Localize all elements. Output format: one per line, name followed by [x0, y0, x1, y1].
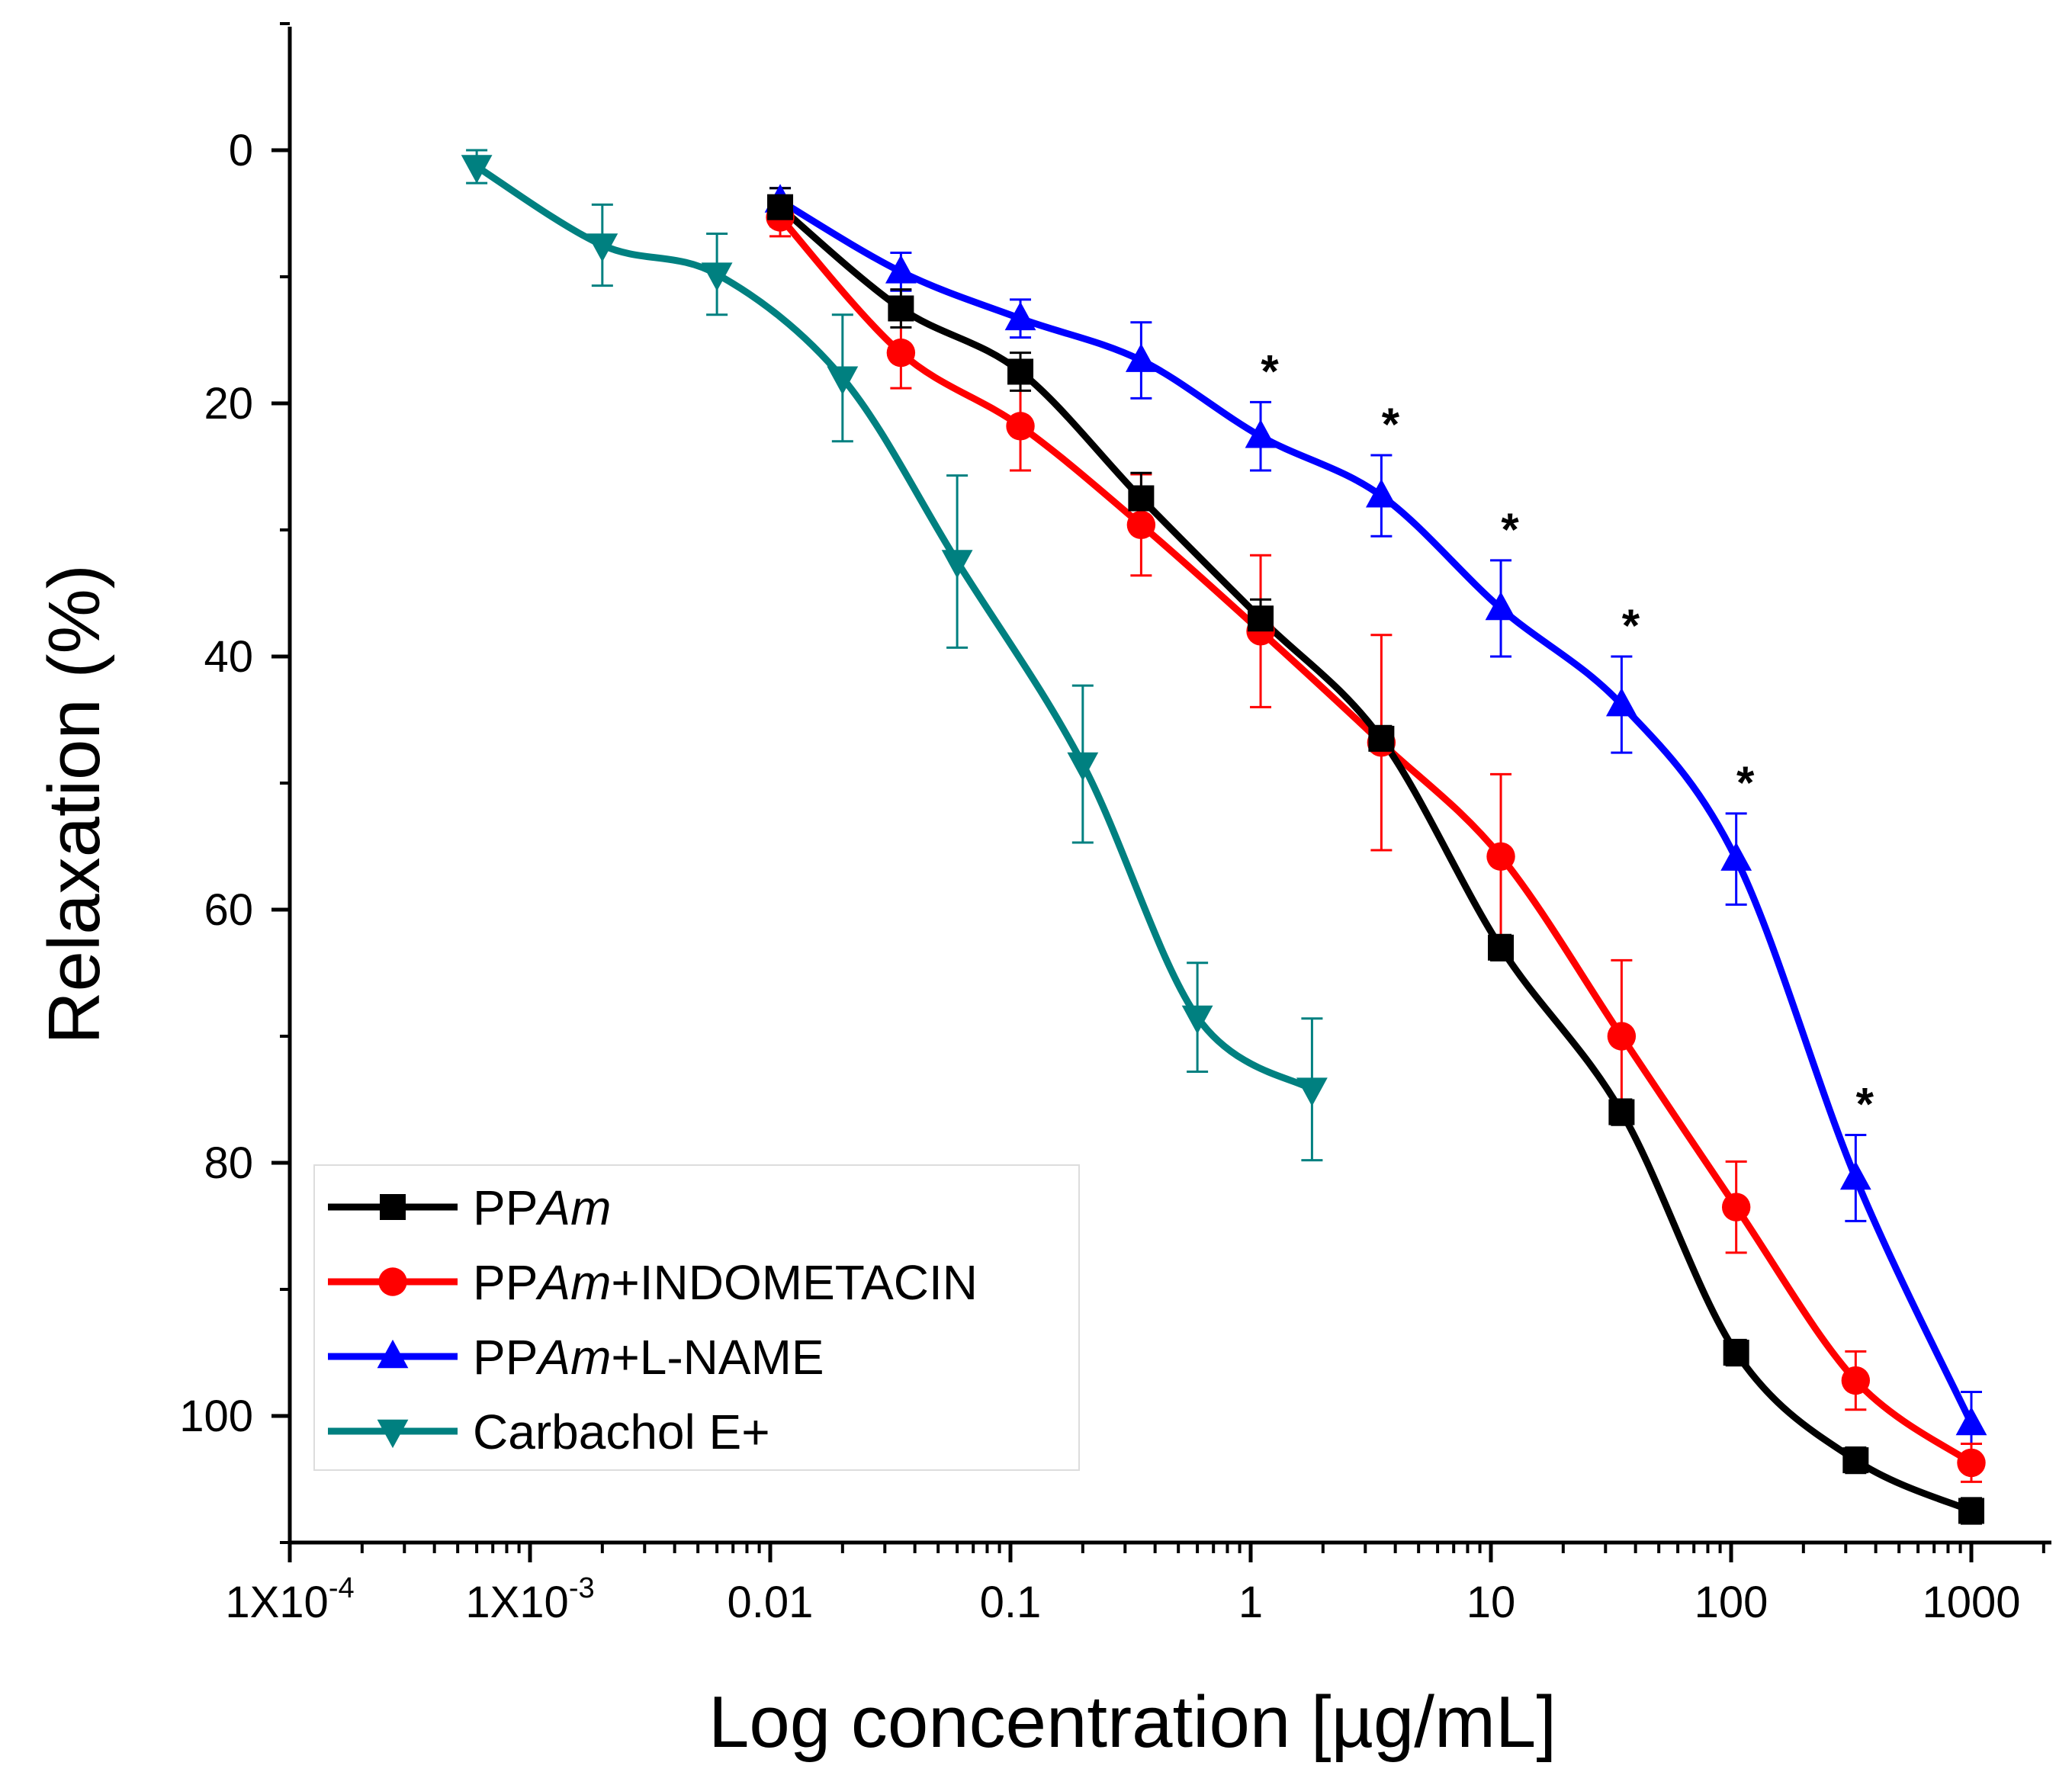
series-line	[778, 204, 1973, 1514]
legend-box	[313, 1164, 1080, 1471]
legend-marker	[377, 1419, 409, 1449]
data-point	[1245, 419, 1277, 448]
tick-labels: 0 20 40 60 80 100 1X10-4 1X10-3 0.01 0.1 1 10 100 100…	[179, 126, 2020, 1627]
x-tick-label: 1	[1238, 1578, 1263, 1627]
significance-star: *	[1856, 1078, 1874, 1129]
data-point	[941, 550, 973, 579]
data-point	[1368, 725, 1395, 752]
y-tick-label: 0	[229, 126, 253, 175]
significance-star: *	[1622, 600, 1640, 651]
series-line	[474, 163, 1314, 1093]
data-point	[1488, 934, 1515, 961]
data-point	[461, 155, 493, 184]
legend: PPAm PPAm+INDOMETACIN PPAm+L-NAME Carbachol…	[313, 1164, 1080, 1471]
data-point	[1128, 485, 1155, 512]
x-tick-label: 0.1	[980, 1578, 1042, 1627]
data-point	[1296, 1077, 1328, 1106]
series-line	[778, 197, 1975, 1425]
data-point	[1125, 343, 1157, 372]
data-point	[1608, 1099, 1635, 1125]
data-point	[1605, 687, 1637, 717]
x-tick-label: 10	[1466, 1578, 1516, 1627]
y-tick-label: 100	[179, 1392, 253, 1441]
significance-star: *	[1261, 345, 1279, 396]
legend-label: Carbachol E+	[473, 1405, 770, 1459]
x-axis-title: Log concentration [µg/mL]	[708, 1681, 1556, 1763]
data-point	[1126, 510, 1156, 540]
data-point	[886, 338, 916, 368]
data-point	[1007, 358, 1034, 385]
data-point	[827, 366, 859, 395]
data-point	[767, 194, 794, 220]
x-tick-label: 100	[1695, 1578, 1768, 1627]
data-point	[1723, 1340, 1749, 1366]
data-point	[1958, 1498, 1984, 1524]
legend-label: PPAm	[473, 1180, 611, 1235]
data-point	[1839, 1161, 1871, 1190]
significance-markers: * * * * * *	[1261, 345, 1874, 1129]
data-point	[1486, 842, 1515, 871]
data-point	[1955, 1406, 1987, 1436]
legend-label: PPAm+L-NAME	[473, 1330, 824, 1385]
y-axis-title: Relaxation (%)	[34, 564, 115, 1045]
y-tick-label: 40	[204, 632, 253, 682]
x-tick-label: 0.01	[728, 1578, 814, 1627]
data-point	[1006, 412, 1035, 441]
legend-marker	[377, 1339, 409, 1369]
significance-star: *	[1382, 399, 1400, 450]
data-markers	[461, 155, 1987, 1524]
data-point	[885, 255, 917, 284]
series-curves	[474, 163, 1975, 1514]
data-point	[1720, 842, 1752, 871]
data-point	[1607, 1022, 1637, 1051]
data-point	[1841, 1366, 1871, 1395]
significance-star: *	[1501, 504, 1519, 555]
data-point	[1365, 479, 1397, 508]
y-tick-label: 60	[204, 885, 253, 935]
data-point	[1721, 1193, 1751, 1222]
y-tick-label: 20	[204, 379, 253, 429]
x-tick-label: 1X10-4	[225, 1572, 354, 1627]
data-point	[1181, 1005, 1213, 1035]
data-point	[1248, 605, 1274, 632]
data-point	[888, 295, 914, 322]
x-tick-label: 1000	[1922, 1578, 2020, 1627]
y-tick-label: 80	[204, 1138, 253, 1188]
data-point	[586, 233, 618, 262]
data-point	[1067, 752, 1099, 782]
significance-star: *	[1736, 757, 1755, 808]
data-point	[1485, 591, 1517, 621]
legend-label: PPAm+INDOMETACIN	[473, 1255, 978, 1310]
legend-marker	[378, 1267, 407, 1296]
axes	[271, 22, 2051, 1562]
data-point	[1957, 1448, 1986, 1478]
legend-marker	[380, 1194, 406, 1220]
data-point	[1004, 301, 1036, 331]
data-point	[701, 262, 733, 291]
data-point	[1842, 1447, 1869, 1474]
x-tick-label: 1X10-3	[465, 1572, 594, 1627]
